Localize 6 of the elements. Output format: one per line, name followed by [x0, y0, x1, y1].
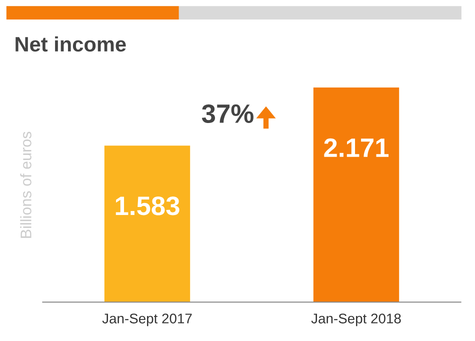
- chart-title: Net income: [16, 36, 126, 52]
- x-tick-label: Jan-Sept 2017: [102, 314, 192, 326]
- data-label: 1.583: [116, 196, 180, 216]
- x-tick-label: Jan-Sept 2018: [311, 314, 401, 326]
- annotation: 37%: [202, 104, 254, 124]
- data-label: 2.171: [324, 138, 389, 157]
